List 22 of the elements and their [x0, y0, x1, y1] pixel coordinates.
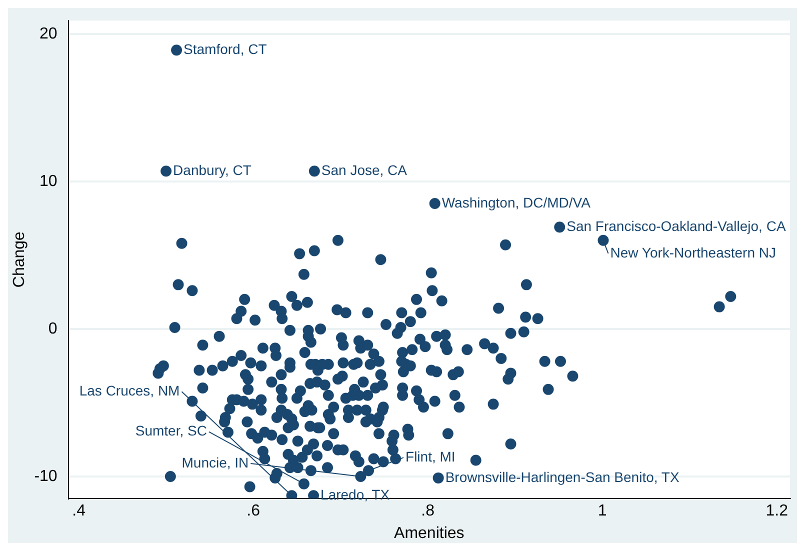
x-axis-title: Amenities [394, 524, 464, 542]
annotation: Las Cruces, NM [79, 382, 180, 399]
y-tick-label: -10 [34, 468, 58, 485]
x-tick-label: .6 [246, 502, 260, 520]
annotation: Brownsville-Harlingen-San Benito, TX [445, 468, 680, 485]
x-tick-label: 1.2 [766, 502, 788, 520]
y-tick-label: 10 [40, 172, 58, 190]
annotation: Stamford, CT [184, 40, 268, 57]
annotation: New York-Northeastern NJ [610, 244, 776, 260]
annotation: Flint, MI [406, 448, 456, 464]
annotation: San Francisco-Oakland-Vallejo, CA [566, 218, 786, 234]
y-axis-title: Change [11, 231, 28, 288]
x-tick-label: .4 [72, 502, 86, 520]
x-tick-label: .8 [421, 502, 435, 520]
y-tick-label: 0 [48, 320, 58, 338]
x-tick-label: 1 [598, 502, 607, 520]
y-tick-label: 20 [40, 25, 58, 42]
annotation: San Jose, CA [321, 162, 408, 178]
annotation: Danbury, CT [173, 162, 252, 178]
annotation: Muncie, IN [182, 454, 249, 470]
annotation: Sumter, SC [135, 422, 207, 439]
annotation: Washington, DC/MD/VA [442, 194, 592, 210]
